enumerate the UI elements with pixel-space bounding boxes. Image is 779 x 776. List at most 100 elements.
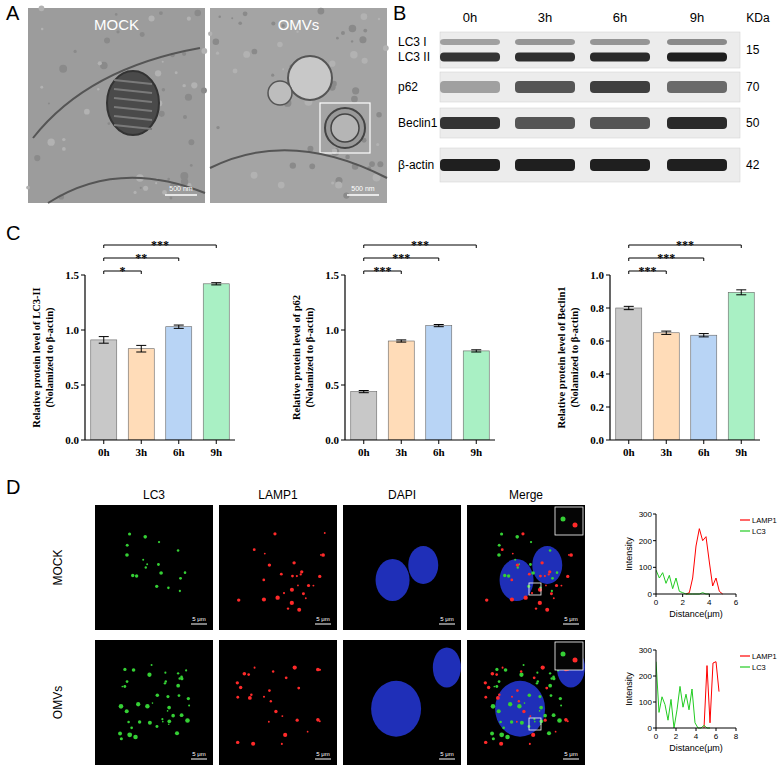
lamp1-dot <box>521 532 524 535</box>
error-bar <box>174 325 184 328</box>
lc3-dot <box>515 535 519 539</box>
lc3-dot <box>166 695 169 698</box>
texture <box>74 50 77 53</box>
scale-bar-label: 5 μm <box>440 616 453 622</box>
lc3-dot <box>556 571 559 574</box>
error-cap <box>99 336 109 337</box>
lc3-dot <box>559 697 562 700</box>
error-cap <box>396 342 406 343</box>
y-tick-label: 1.0 <box>65 324 79 336</box>
texture <box>182 84 185 87</box>
lc3-dot <box>143 535 147 539</box>
significance-label: *** <box>657 251 675 265</box>
lc3-dot <box>180 677 183 680</box>
nucleus <box>408 546 438 584</box>
bar <box>166 327 192 440</box>
y-axis <box>344 275 345 440</box>
lc3-dot <box>121 686 123 688</box>
row-label: LC3 I <box>398 35 427 49</box>
band <box>515 39 575 45</box>
lc3-dot <box>161 718 163 720</box>
x-tick <box>676 728 677 731</box>
lc3-dot <box>504 668 508 672</box>
highlight-box <box>320 103 370 153</box>
bar <box>616 308 642 440</box>
error-cap <box>434 326 444 327</box>
texture <box>216 126 219 129</box>
lc3-dot <box>162 721 164 723</box>
inset-dot <box>561 517 566 522</box>
x-tick <box>736 594 737 597</box>
lamp1-dot <box>273 532 276 535</box>
texture <box>201 48 207 54</box>
lamp1-dot <box>539 575 542 578</box>
legend-label: LAMP1 <box>752 652 777 661</box>
error-cap <box>136 352 146 353</box>
autophagosome <box>325 108 365 148</box>
x-tick-label: 8 <box>734 732 739 741</box>
error-cap <box>624 306 634 307</box>
lc3-dot <box>164 682 166 684</box>
lc3-dot <box>180 713 184 717</box>
band <box>440 81 500 93</box>
lc3-dot <box>125 553 129 557</box>
scale-bar <box>165 194 197 196</box>
crista <box>114 125 152 129</box>
bar <box>463 351 489 440</box>
confocal-image <box>467 505 585 630</box>
texture <box>134 191 137 194</box>
lc3-dot <box>505 735 510 740</box>
error-bar <box>661 331 671 334</box>
lamp1-dot <box>531 592 533 594</box>
tem-background <box>28 8 205 203</box>
lamp1-dot <box>485 598 488 601</box>
texture <box>238 21 242 25</box>
texture <box>188 139 194 145</box>
lc3-dot <box>155 725 158 728</box>
lc3-dot <box>539 710 541 712</box>
x-tick <box>363 440 364 444</box>
legend-label: LC3 <box>752 663 766 672</box>
error-cap <box>736 289 746 290</box>
lamp1-dot <box>300 570 303 573</box>
texture <box>231 17 233 19</box>
lc3-dot <box>539 706 543 710</box>
x-tick-label: 4 <box>707 598 712 607</box>
texture <box>271 74 274 77</box>
lamp1-dot <box>569 553 573 557</box>
band <box>515 117 575 129</box>
legend-swatch <box>740 655 750 656</box>
band <box>590 39 650 45</box>
lc3-dot <box>126 680 129 683</box>
error-bar <box>471 350 481 352</box>
lamp1-dot <box>254 667 256 669</box>
confocal-image <box>95 505 213 630</box>
lc3-dot <box>552 677 555 680</box>
y-axis <box>656 514 657 594</box>
texture <box>155 182 157 184</box>
lc3-dot <box>534 721 536 723</box>
nucleus <box>371 681 421 737</box>
lamp1-dot <box>502 667 504 669</box>
band <box>440 159 500 171</box>
inset-dot <box>561 652 566 657</box>
bar <box>351 392 377 440</box>
scale-bar-label: 5 μm <box>192 751 205 757</box>
lc3-dot <box>167 587 170 590</box>
lc3-dot <box>502 727 505 730</box>
texture <box>336 37 339 40</box>
profile-line <box>686 529 723 594</box>
error-line <box>103 337 104 344</box>
texture <box>155 70 161 76</box>
confocal-image <box>343 505 461 630</box>
texture <box>140 32 145 37</box>
lc3-dot <box>517 704 521 708</box>
texture <box>376 112 382 118</box>
lc3-dot <box>492 737 495 740</box>
y-tick-label: 200 <box>639 537 653 546</box>
bar <box>91 340 117 440</box>
lamp1-dot <box>529 743 531 745</box>
inset <box>555 507 583 535</box>
texture <box>143 186 148 191</box>
error-cap <box>661 334 671 335</box>
